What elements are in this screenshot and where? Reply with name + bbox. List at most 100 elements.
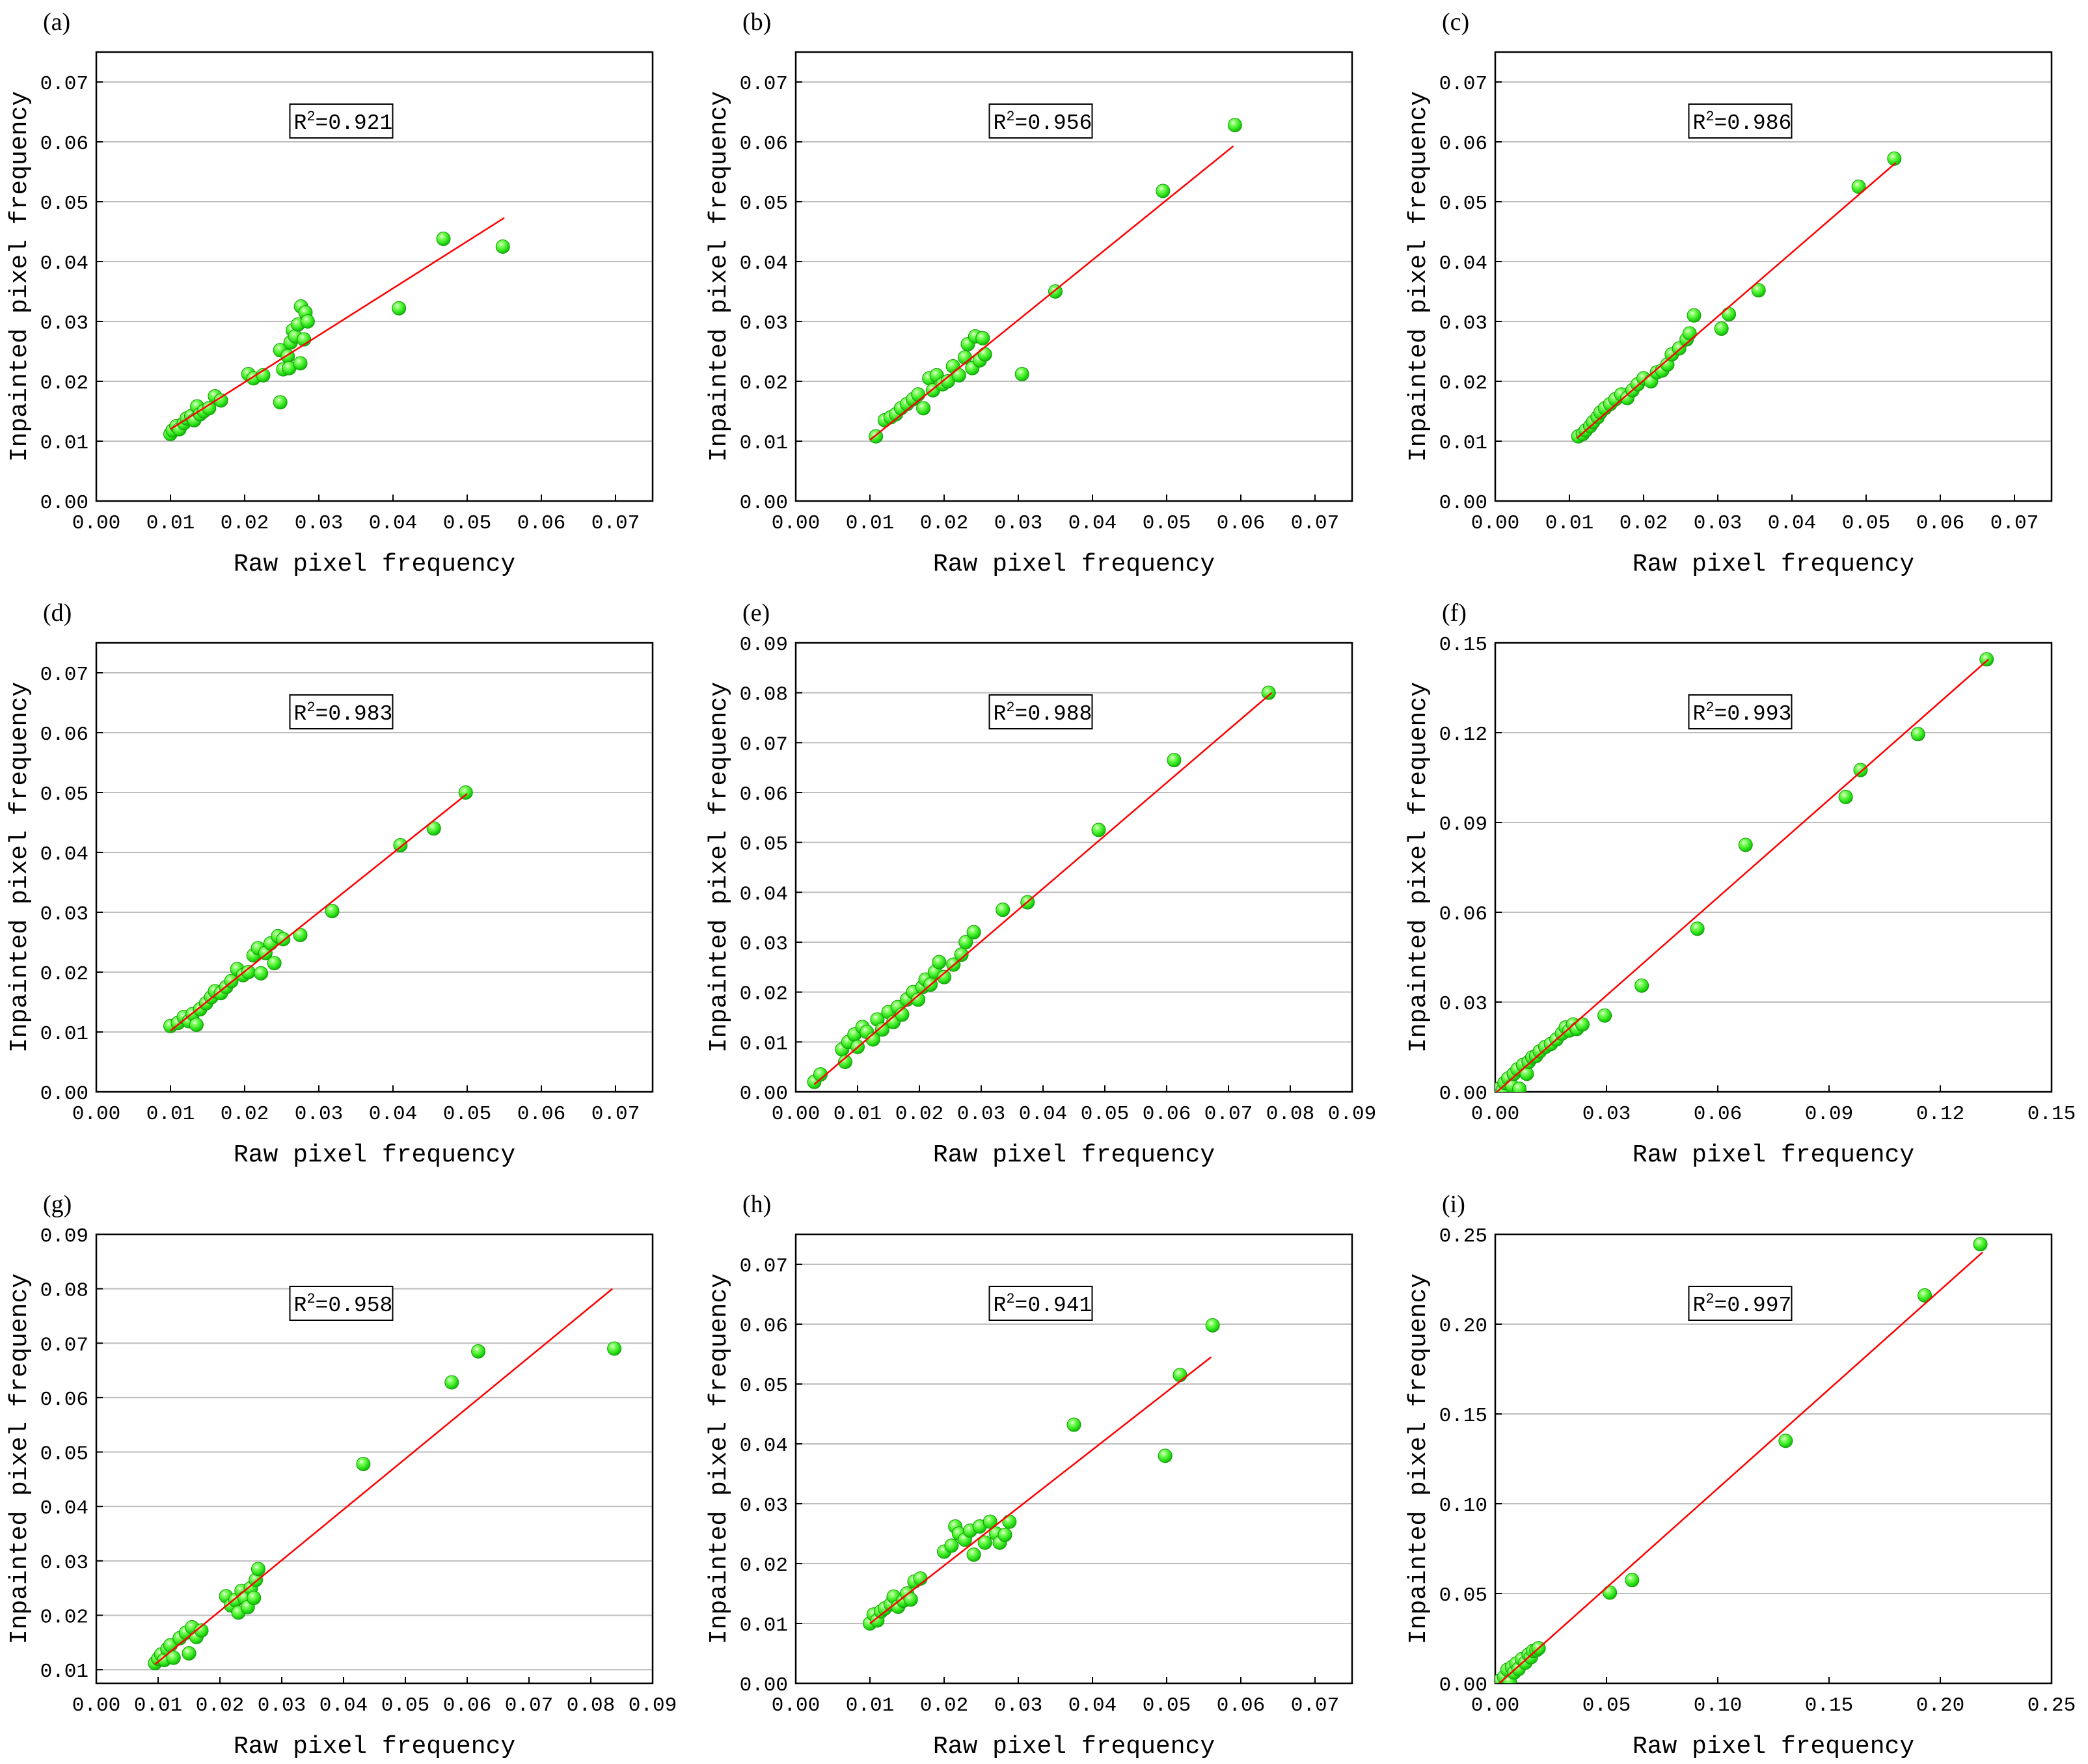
data-point bbox=[937, 970, 951, 984]
r2-prefix: R bbox=[1693, 111, 1706, 135]
r2-box bbox=[1688, 694, 1793, 729]
y-tick-label: 0.01 bbox=[740, 432, 788, 455]
y-tick-label: 0.07 bbox=[740, 733, 788, 756]
x-tick-label: 0.01 bbox=[146, 512, 195, 535]
x-tick-label: 0.04 bbox=[369, 1103, 417, 1126]
scatter-panel: 0.00 0.01 0.02 0.03 0.04 0.05 0.06 0.07 0.00 0.01… bbox=[1405, 8, 2053, 578]
panel-label: (a) bbox=[43, 8, 70, 36]
x-axis-title: Raw pixel frequency bbox=[1633, 1141, 1914, 1169]
scatter-panel: 0.00 0.03 0.06 0.09 0.12 0.15 0.00 0.03 0.06 0.09… bbox=[1405, 599, 2076, 1169]
scatter-panel: 0.00 0.01 0.02 0.03 0.04 0.05 0.06 0.07 0.00 0.01… bbox=[6, 8, 654, 578]
y-tick-label: 0.05 bbox=[40, 193, 88, 215]
plot-frame bbox=[794, 642, 1353, 1093]
data-point bbox=[213, 393, 228, 408]
data-point bbox=[1173, 1368, 1187, 1383]
x-tick-label: 0.02 bbox=[920, 1694, 968, 1717]
y-axis-title: Inpainted pixel frequency bbox=[6, 1273, 34, 1644]
y-tick-label: 0.01 bbox=[740, 1033, 788, 1055]
data-point bbox=[293, 356, 308, 371]
data-point bbox=[916, 401, 931, 416]
y-tick-label: 0.03 bbox=[40, 1552, 88, 1575]
data-point bbox=[1722, 306, 1737, 321]
r2-value: =0.988 bbox=[1015, 702, 1092, 726]
y-tick-label: 0.00 bbox=[740, 1674, 788, 1697]
x-tick-label: 0.05 bbox=[381, 1694, 429, 1717]
data-point bbox=[247, 1590, 262, 1605]
r2-label: R2=0.921 bbox=[294, 109, 393, 135]
y-tick-label: 0.05 bbox=[1439, 193, 1487, 215]
data-point bbox=[1014, 366, 1029, 381]
regression-line bbox=[1498, 1251, 1983, 1683]
x-tick-label: 0.03 bbox=[295, 1103, 343, 1126]
data-point bbox=[813, 1067, 828, 1082]
data-point bbox=[1156, 183, 1171, 198]
data-point bbox=[977, 1535, 992, 1550]
scatter-panel: 0.00 0.01 0.02 0.03 0.04 0.05 0.06 0.07 0.00 0.01… bbox=[705, 8, 1353, 578]
scatter-panel: 0.00 0.01 0.02 0.03 0.04 0.05 0.06 0.07 0.00 0.01… bbox=[6, 599, 654, 1169]
data-point bbox=[975, 331, 990, 346]
y-tick-label: 0.07 bbox=[1439, 73, 1487, 96]
y-tick-label: 0.04 bbox=[1439, 252, 1487, 275]
regression-line bbox=[869, 145, 1234, 441]
panel-label: (i) bbox=[1442, 1191, 1465, 1218]
r2-superscript: 2 bbox=[1705, 1291, 1714, 1307]
data-layer bbox=[863, 1318, 1220, 1631]
data-point bbox=[293, 927, 308, 942]
x-tick-label: 0.06 bbox=[1143, 1103, 1191, 1126]
x-tick-label: 0.04 bbox=[1019, 1103, 1067, 1126]
x-tick-label: 0.04 bbox=[1068, 1694, 1117, 1717]
y-tick-label: 0.06 bbox=[740, 1315, 788, 1338]
data-point bbox=[1979, 652, 1994, 667]
r2-superscript: 2 bbox=[1705, 699, 1714, 716]
regression-line bbox=[869, 1356, 1212, 1624]
data-point bbox=[1918, 1288, 1932, 1303]
panel-label: (g) bbox=[43, 1191, 72, 1218]
y-tick-label: 0.00 bbox=[740, 492, 788, 515]
data-point bbox=[1714, 321, 1729, 336]
y-tick-label: 0.00 bbox=[740, 1083, 788, 1106]
data-point bbox=[1575, 1017, 1590, 1032]
y-tick-label: 0.06 bbox=[740, 133, 788, 156]
data-point bbox=[966, 1547, 981, 1562]
data-point bbox=[1887, 151, 1902, 166]
scatter-panel: 0.00 0.01 0.02 0.03 0.04 0.05 0.06 0.07 0.00 0.01… bbox=[705, 1191, 1353, 1761]
data-point bbox=[911, 387, 926, 402]
y-tick-label: 0.15 bbox=[1439, 1405, 1487, 1428]
data-layer bbox=[1495, 1237, 1988, 1683]
data-point bbox=[996, 902, 1010, 917]
x-tick-label: 0.00 bbox=[1471, 1694, 1519, 1717]
data-point bbox=[471, 1344, 486, 1359]
x-tick-label: 0.09 bbox=[1328, 1103, 1376, 1126]
data-point bbox=[1851, 180, 1866, 194]
y-tick-label: 0.01 bbox=[1439, 432, 1487, 455]
y-tick-label: 0.20 bbox=[1439, 1315, 1487, 1338]
y-tick-label: 0.01 bbox=[40, 1661, 88, 1683]
y-tick-label: 0.05 bbox=[40, 783, 88, 806]
y-tick-label: 0.04 bbox=[40, 252, 88, 275]
x-tick-label: 0.09 bbox=[1805, 1103, 1853, 1126]
x-tick-label: 0.01 bbox=[846, 512, 894, 535]
x-tick-label: 0.07 bbox=[505, 1694, 553, 1717]
data-layer bbox=[807, 685, 1276, 1089]
x-tick-label: 0.07 bbox=[1204, 1103, 1253, 1126]
data-layer bbox=[163, 217, 510, 441]
data-point bbox=[1973, 1237, 1988, 1252]
data-point bbox=[875, 1022, 889, 1037]
y-tick-label: 0.03 bbox=[740, 933, 788, 956]
y-tick-label: 0.05 bbox=[1439, 1584, 1487, 1607]
r2-box bbox=[988, 694, 1093, 729]
x-tick-label: 0.10 bbox=[1694, 1694, 1742, 1717]
r2-label: R2=0.941 bbox=[994, 1291, 1092, 1318]
data-point bbox=[495, 239, 510, 254]
x-tick-label: 0.07 bbox=[1291, 512, 1339, 535]
data-layer bbox=[1495, 652, 1994, 1092]
data-point bbox=[966, 925, 981, 940]
r2-prefix: R bbox=[294, 111, 307, 135]
panel-label: (b) bbox=[742, 8, 771, 36]
x-tick-label: 0.06 bbox=[1217, 1694, 1265, 1717]
x-tick-label: 0.05 bbox=[1081, 1103, 1129, 1126]
x-tick-label: 0.02 bbox=[196, 1694, 244, 1717]
panel-label: (f) bbox=[1442, 599, 1467, 627]
data-point bbox=[458, 785, 473, 800]
y-tick-label: 0.02 bbox=[40, 1606, 88, 1629]
